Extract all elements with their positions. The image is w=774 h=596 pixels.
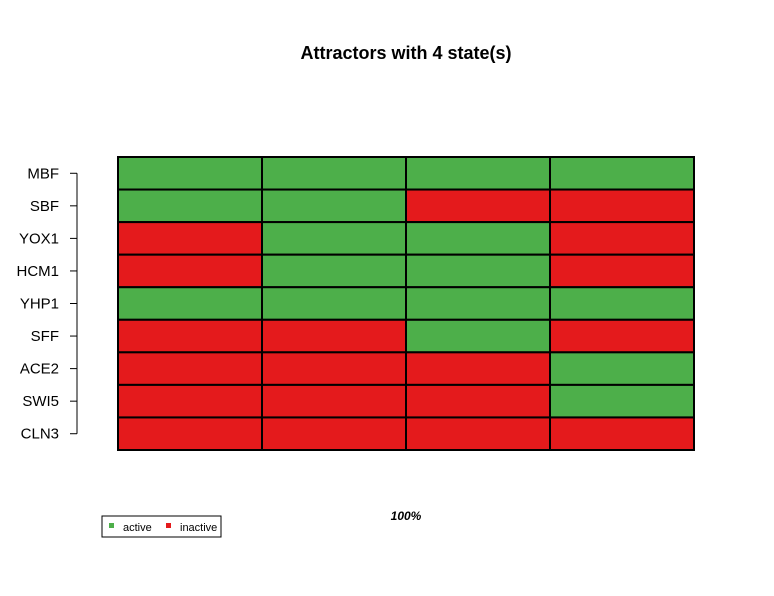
y-tick-label-ace2: ACE2	[20, 361, 59, 378]
heatmap-cell-mbf-1	[117, 156, 263, 191]
heatmap-cell-ace2-1	[117, 351, 263, 386]
heatmap-cell-cln3-4	[549, 416, 695, 452]
y-tick-label-yhp1: YHP1	[20, 296, 59, 313]
heatmap-cell-cln3-3	[405, 416, 551, 452]
legend-label-inactive: inactive	[180, 522, 217, 534]
heatmap-cell-swi5-2	[261, 383, 407, 419]
heatmap-cell-yhp1-2	[261, 286, 407, 321]
y-axis: MBF SBF YOX1 HCM1 YHP1 SFF ACE2 SWI5 CLN3	[16, 165, 78, 443]
y-tick-label-swi5: SWI5	[22, 393, 59, 410]
heatmap-cell-yhp1-1	[117, 286, 263, 321]
heatmap-cells	[117, 156, 695, 452]
heatmap-cell-sbf-1	[117, 188, 263, 224]
y-tick-label-yox1: YOX1	[19, 230, 59, 247]
heatmap-cell-yox1-1	[117, 221, 263, 256]
heatmap-cell-yox1-4	[549, 221, 695, 256]
heatmap-cell-mbf-4	[549, 156, 695, 191]
y-tick-label-cln3: CLN3	[21, 426, 59, 443]
heatmap-cell-yox1-2	[261, 221, 407, 256]
y-tick-label-sbf: SBF	[30, 198, 59, 215]
y-tick-label-hcm1: HCM1	[16, 263, 59, 280]
legend-label-active: active	[123, 522, 152, 534]
heatmap-cell-sbf-3	[405, 188, 551, 224]
heatmap-cell-sff-1	[117, 318, 263, 354]
heatmap-cell-cln3-1	[117, 416, 263, 452]
y-tick-label-mbf: MBF	[27, 165, 59, 182]
y-tick-label-sff: SFF	[31, 328, 59, 345]
legend: active inactive	[101, 515, 222, 538]
heatmap-cell-ace2-4	[549, 351, 695, 386]
chart-title: Attractors with 4 state(s)	[300, 43, 511, 63]
heatmap-cell-sff-3	[405, 318, 551, 354]
heatmap-cell-ace2-2	[261, 351, 407, 386]
heatmap-cell-swi5-1	[117, 383, 263, 419]
heatmap-cell-mbf-3	[405, 156, 551, 191]
heatmap-cell-hcm1-2	[261, 253, 407, 289]
heatmap-cell-sff-4	[549, 318, 695, 354]
heatmap-cell-hcm1-3	[405, 253, 551, 289]
heatmap-cell-sbf-4	[549, 188, 695, 224]
legend-box	[101, 515, 222, 538]
heatmap-cell-ace2-3	[405, 351, 551, 386]
heatmap-cell-sff-2	[261, 318, 407, 354]
heatmap-cell-yhp1-3	[405, 286, 551, 321]
heatmap-cell-mbf-2	[261, 156, 407, 191]
heatmap-cell-hcm1-4	[549, 253, 695, 289]
heatmap-cell-sbf-2	[261, 188, 407, 224]
heatmap-cell-hcm1-1	[117, 253, 263, 289]
heatmap-cell-swi5-3	[405, 383, 551, 419]
percentage-label: 100%	[391, 509, 422, 523]
heatmap-cell-swi5-4	[549, 383, 695, 419]
heatmap-cell-yox1-3	[405, 221, 551, 256]
legend-swatch-inactive	[166, 523, 171, 528]
heatmap-cell-yhp1-4	[549, 286, 695, 321]
legend-swatch-active	[109, 523, 114, 528]
heatmap-cell-cln3-2	[261, 416, 407, 452]
